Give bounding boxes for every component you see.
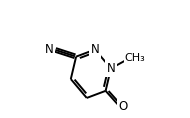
Text: N: N <box>107 62 115 75</box>
Text: O: O <box>118 100 127 113</box>
Text: N: N <box>91 43 99 56</box>
Text: N: N <box>45 43 54 56</box>
Text: CH₃: CH₃ <box>124 53 145 63</box>
